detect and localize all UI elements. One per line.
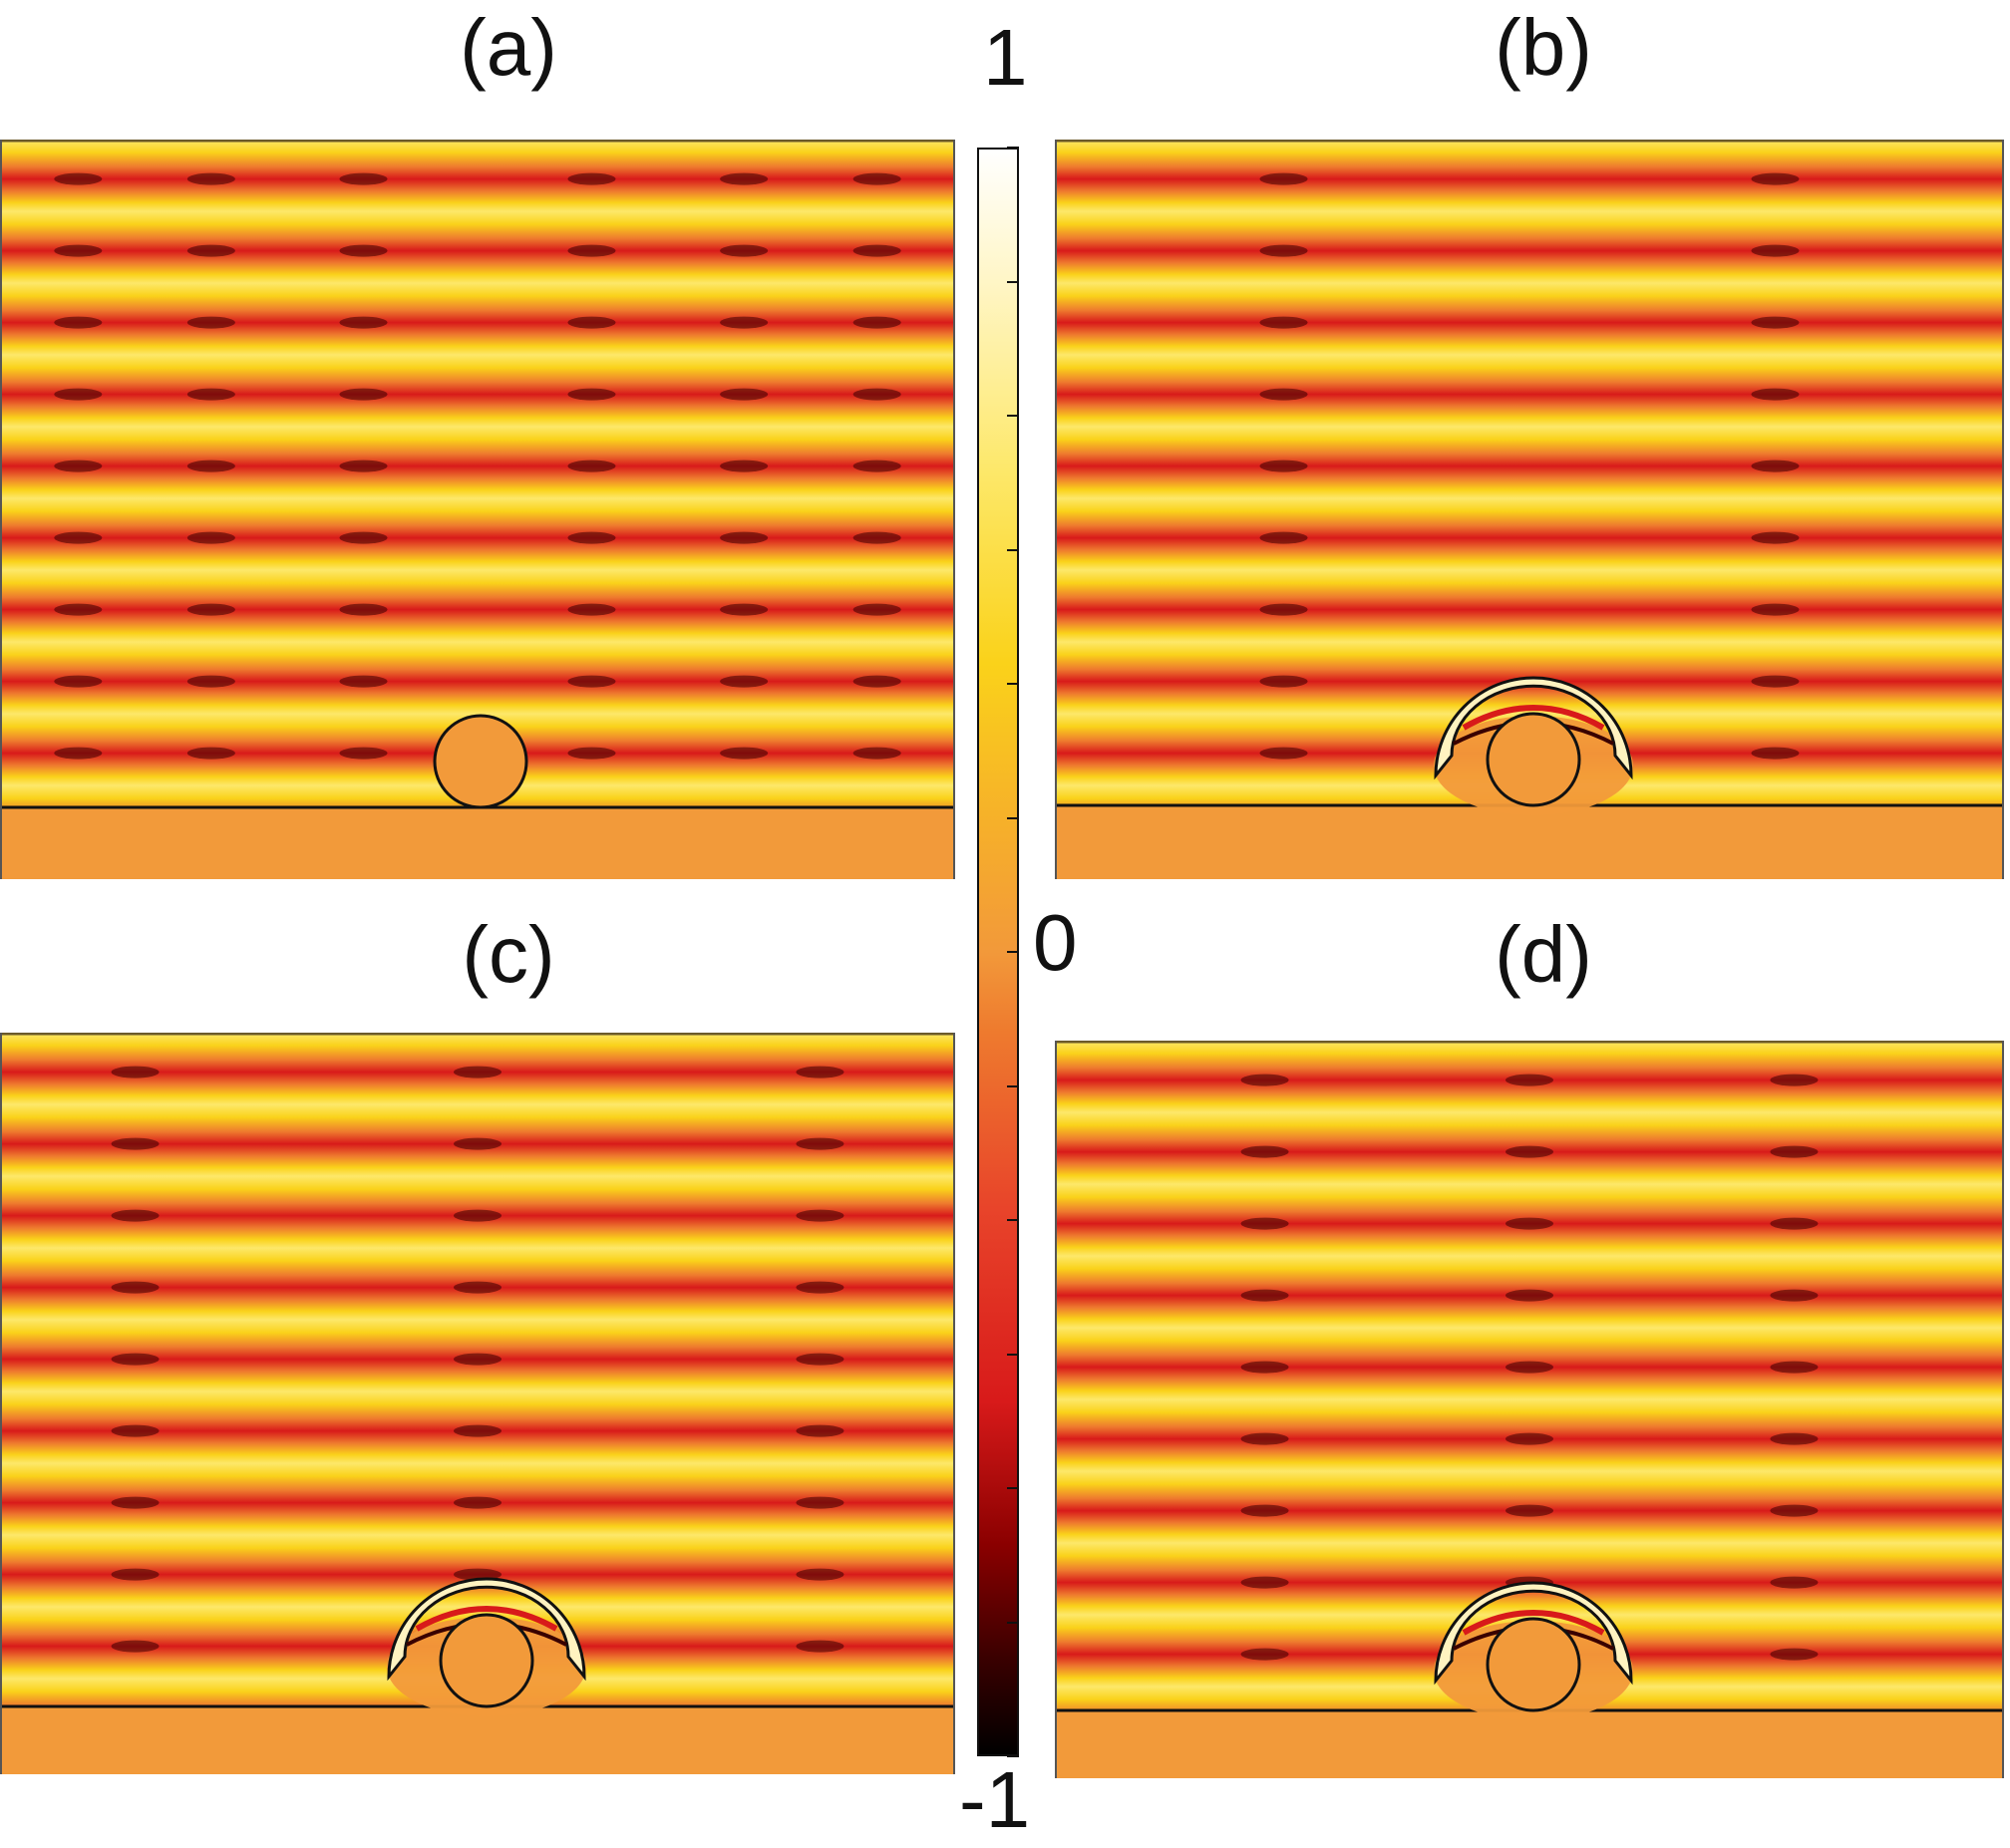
wave-field [1057, 140, 2002, 805]
cylinder [1486, 1617, 1581, 1712]
panel-d-field-map [1055, 1041, 2004, 1778]
colorbar-tick [1007, 415, 1019, 417]
colorbar-tick [1007, 280, 1019, 283]
colorbar-tick [1007, 1487, 1019, 1489]
colorbar-mid-label: 0 [1033, 898, 1078, 987]
wave-field [2, 1033, 953, 1706]
colorbar-tick [1007, 1621, 1019, 1624]
cylinder [1486, 712, 1581, 807]
substrate [2, 807, 953, 879]
interference-spots [1259, 172, 1800, 760]
colorbar-max-label: 1 [983, 13, 1028, 102]
panel-b-svg [1057, 140, 2002, 879]
substrate [2, 1706, 953, 1774]
colorbar-tick [1007, 1353, 1019, 1356]
wave-field [2, 140, 953, 807]
panel-a-svg [2, 140, 953, 879]
colorbar-min-label: -1 [959, 1755, 1031, 1844]
colorbar-tick [1007, 951, 1019, 953]
interference-spots [111, 1066, 844, 1653]
substrate [1057, 805, 2002, 879]
panel-a-label: (a) [460, 3, 557, 92]
panel-a-field-map [0, 140, 955, 879]
colorbar-tick [1007, 816, 1019, 819]
panel-c-label: (c) [462, 910, 555, 999]
panel-d-svg [1057, 1041, 2002, 1778]
panel-b-label: (b) [1495, 3, 1592, 92]
colorbar-tick [1007, 683, 1019, 685]
panel-b-field-map [1055, 140, 2004, 879]
panel-d-label: (d) [1495, 910, 1592, 999]
colorbar-tick [1007, 1219, 1019, 1221]
interference-spots [54, 172, 901, 760]
colorbar-tick [1007, 548, 1019, 551]
cylinder [439, 1613, 534, 1708]
panel-c-field-map [0, 1033, 955, 1774]
cloak-shell [1434, 1581, 1633, 1686]
panel-c-svg [2, 1033, 953, 1774]
cloak-shell [1434, 676, 1633, 780]
cloak-shell [387, 1577, 586, 1682]
colorbar-tick [1007, 1755, 1019, 1757]
colorbar-tick [1007, 1084, 1019, 1087]
cylinder [433, 714, 528, 809]
colorbar-tick [1007, 147, 1019, 149]
substrate [1057, 1710, 2002, 1778]
